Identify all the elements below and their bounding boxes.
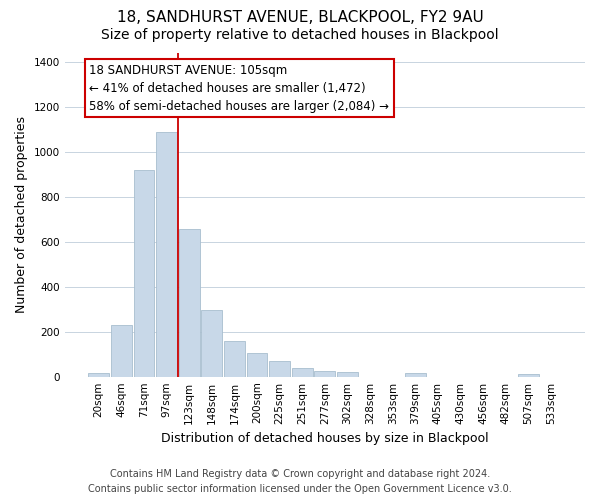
Bar (179, 229, 200, 376)
Bar (134, 170, 154, 376)
Text: Size of property relative to detached houses in Blackpool: Size of property relative to detached ho… (101, 28, 499, 42)
Bar (405, 372, 425, 376)
X-axis label: Distribution of detached houses by size in Blackpool: Distribution of detached houses by size … (161, 432, 488, 445)
Text: 18, SANDHURST AVENUE, BLACKPOOL, FY2 9AU: 18, SANDHURST AVENUE, BLACKPOOL, FY2 9AU (116, 10, 484, 25)
Bar (202, 310, 222, 376)
Bar (314, 371, 335, 376)
Bar (247, 353, 268, 376)
Bar (269, 361, 290, 376)
Bar (111, 325, 132, 376)
Bar (518, 374, 539, 376)
Bar (156, 132, 177, 376)
Y-axis label: Number of detached properties: Number of detached properties (15, 116, 28, 313)
Bar (224, 340, 245, 376)
Bar (292, 368, 313, 376)
Text: Contains HM Land Registry data © Crown copyright and database right 2024.
Contai: Contains HM Land Registry data © Crown c… (88, 469, 512, 494)
Text: 18 SANDHURST AVENUE: 105sqm
← 41% of detached houses are smaller (1,472)
58% of : 18 SANDHURST AVENUE: 105sqm ← 41% of det… (89, 64, 389, 113)
Bar (88, 374, 109, 376)
Bar (337, 372, 358, 376)
